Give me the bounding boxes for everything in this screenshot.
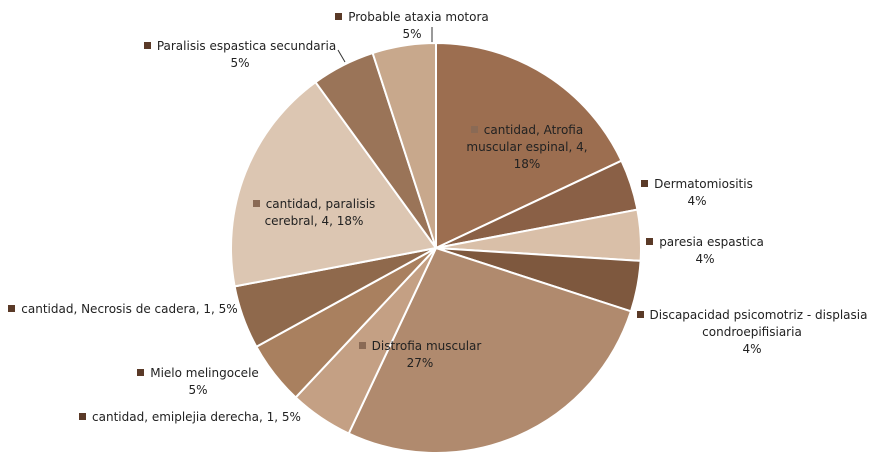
pie-slice	[371, 41, 437, 249]
slice-label: Distrofia muscular 27%	[350, 338, 490, 372]
legend-marker	[646, 238, 654, 245]
pie-slice	[435, 41, 623, 250]
label-name: cantidad, paralisis cerebral, 4,	[264, 197, 376, 228]
slice-label: cantidad, Necrosis de cadera, 1, 5%	[3, 301, 243, 318]
legend-marker	[641, 180, 649, 187]
label-value: 5%	[281, 410, 301, 424]
slice-label: paresia espastica 4%	[640, 234, 770, 268]
label-name: Dermatomiositis	[654, 177, 753, 191]
pie-slice	[230, 80, 438, 288]
label-name: cantidad, Atrofia muscular espinal, 4,	[466, 123, 588, 154]
legend-marker	[358, 342, 366, 349]
slice-label: Paralisis espastica secundaria 5%	[135, 38, 345, 72]
label-name: paresia espastica	[659, 235, 764, 249]
legend-marker	[8, 305, 16, 312]
slice-label: cantidad, emiplejia derecha, 1, 5%	[70, 409, 310, 426]
label-name: Mielo melingocele	[150, 366, 259, 380]
label-value: 4%	[695, 252, 715, 266]
slice-label: Mielo melingocele 5%	[128, 365, 268, 399]
label-value: 5%	[218, 302, 238, 316]
label-value: 5%	[188, 383, 208, 397]
pie-slice	[347, 246, 633, 453]
legend-marker	[636, 311, 644, 318]
legend-marker	[470, 126, 478, 133]
slice-label: Probable ataxia motora 5%	[322, 9, 502, 43]
legend-marker	[79, 413, 87, 420]
label-name: Distrofia muscular	[371, 339, 482, 353]
slice-label: cantidad, Atrofia muscular espinal, 4, 1…	[452, 122, 602, 173]
label-name: Paralisis espastica secundaria	[156, 39, 337, 53]
slice-label: cantidad, paralisis cerebral, 4, 18%	[239, 196, 389, 230]
label-value: 4%	[742, 342, 762, 356]
label-name: Probable ataxia motora	[348, 10, 489, 24]
label-value: 5%	[402, 27, 422, 41]
slice-label: Discapacidad psicomotriz - displasia con…	[632, 307, 869, 358]
label-name: cantidad, emiplejia derecha, 1,	[92, 410, 279, 424]
legend-marker	[335, 13, 343, 20]
legend-marker	[137, 369, 145, 376]
label-name: Discapacidad psicomotriz - displasia con…	[649, 308, 868, 339]
label-value: 27%	[406, 356, 434, 370]
label-value: 4%	[687, 194, 707, 208]
label-value: 18%	[336, 214, 364, 228]
label-value: 5%	[230, 56, 250, 70]
legend-marker	[143, 42, 151, 49]
label-name: cantidad, Necrosis de cadera, 1,	[21, 302, 215, 316]
legend-marker	[252, 200, 260, 207]
label-value: 18%	[513, 157, 541, 171]
slice-label: Dermatomiositis 4%	[637, 176, 757, 210]
leader-line	[337, 49, 346, 63]
